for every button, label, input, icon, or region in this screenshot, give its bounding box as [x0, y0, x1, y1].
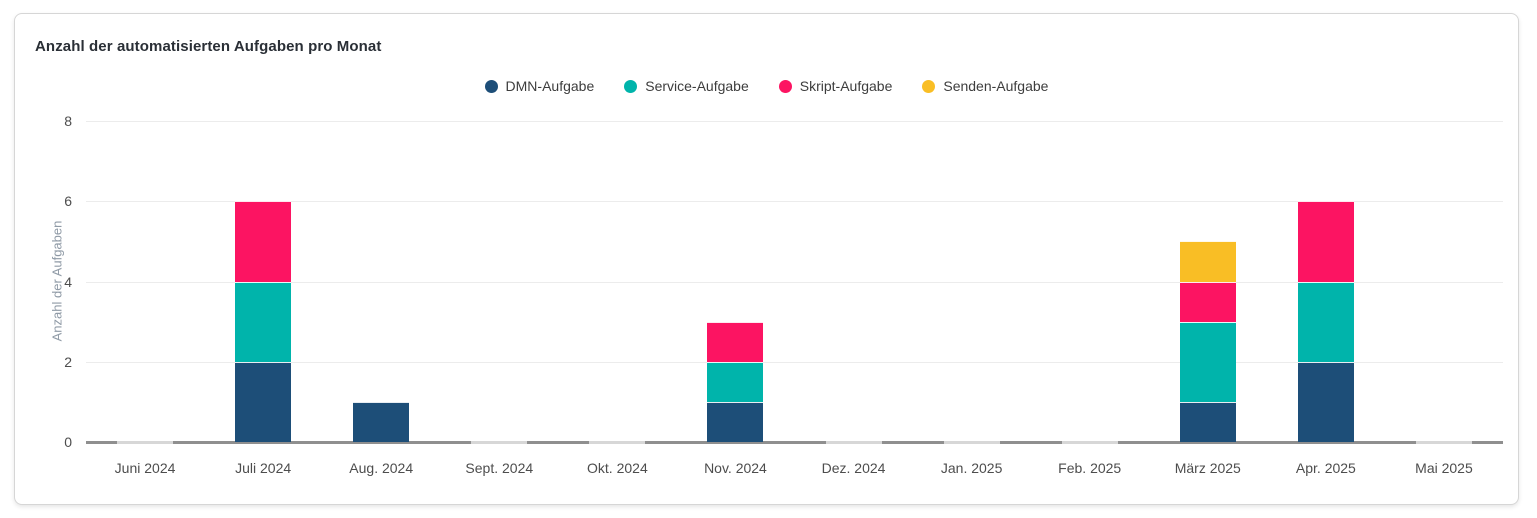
legend-item-dmn-aufgabe[interactable]: DMN-Aufgabe	[484, 78, 595, 94]
x-axis-labels: Juni 2024 Juli 2024 Aug. 2024 Sept. 2024 Okt…	[86, 460, 1503, 478]
x-tick-label-mai-2025: Mai 2025	[1415, 460, 1473, 476]
x-tick-label-jan-2025: Jan. 2025	[940, 460, 1003, 476]
bar-stack-juli-2024	[235, 201, 292, 442]
bar-segment-dmn-aufgabe[interactable]	[1179, 401, 1236, 442]
y-tick-label-0: 0	[64, 434, 72, 450]
zero-value-bar	[471, 441, 528, 444]
bar-segment-senden-aufgabe[interactable]	[1179, 241, 1236, 282]
bar-segment-skript-aufgabe[interactable]	[1179, 281, 1236, 322]
gridline-y-2	[86, 361, 1503, 363]
bar-stack-nov-2024	[707, 321, 764, 442]
bar-segment-service-aufgabe[interactable]	[1297, 281, 1354, 362]
x-tick-label-nov-2024: Nov. 2024	[704, 460, 767, 476]
gridline-y-6	[86, 201, 1503, 203]
zero-value-bar	[1415, 441, 1472, 444]
chart-legend: DMN-Aufgabe Service-Aufgabe Skript-Aufgabe…	[15, 76, 1518, 96]
plot-area: 0 2 4 6 8	[64, 113, 1503, 450]
bar-segment-dmn-aufgabe[interactable]	[707, 401, 764, 442]
y-tick-label-2: 2	[64, 353, 72, 370]
legend-item-skript-aufgabe[interactable]: Skript-Aufgabe	[778, 78, 893, 94]
gridline-y-4	[86, 281, 1503, 283]
legend-dot-icon	[484, 79, 498, 93]
x-tick-label-sept-2024: Sept. 2024	[465, 460, 534, 476]
chart-title: Anzahl der automatisierten Aufgaben pro …	[35, 38, 382, 55]
legend-label: Service-Aufgabe	[645, 78, 749, 94]
bar-segment-dmn-aufgabe[interactable]	[235, 361, 292, 442]
bar-segment-service-aufgabe[interactable]	[707, 361, 764, 402]
bar-stack-apr-2025	[1297, 201, 1354, 442]
gridline-y-8	[86, 121, 1503, 122]
chart-card: Anzahl der automatisierten Aufgaben pro …	[14, 13, 1519, 505]
bar-segment-service-aufgabe[interactable]	[235, 281, 292, 362]
bar-segment-service-aufgabe[interactable]	[1179, 321, 1236, 402]
bar-stack-aug-2024	[353, 401, 410, 442]
x-tick-label-feb-2025: Feb. 2025	[1058, 460, 1122, 476]
bar-segment-dmn-aufgabe[interactable]	[353, 401, 410, 442]
x-tick-label-m-rz-2025: März 2025	[1174, 460, 1241, 476]
bar-stack-m-rz-2025	[1179, 241, 1236, 442]
y-tick-label-4: 4	[64, 273, 72, 290]
legend-item-service-aufgabe[interactable]: Service-Aufgabe	[624, 78, 749, 94]
bar-segment-skript-aufgabe[interactable]	[1297, 201, 1354, 282]
zero-value-bar	[117, 441, 174, 444]
zero-value-bar	[825, 441, 882, 444]
x-axis-line	[86, 441, 1503, 444]
zero-value-bar	[589, 441, 646, 444]
x-tick-label-dez-2024: Dez. 2024	[821, 460, 886, 476]
legend-label: Senden-Aufgabe	[943, 78, 1049, 94]
zero-value-bar	[943, 441, 1000, 444]
x-tick-label-juli-2024: Juli 2024	[235, 460, 292, 476]
legend-label: DMN-Aufgabe	[505, 78, 595, 94]
x-tick-label-apr-2025: Apr. 2025	[1295, 460, 1356, 476]
legend-dot-icon	[922, 79, 936, 93]
bar-segment-skript-aufgabe[interactable]	[235, 201, 292, 282]
y-tick-label-6: 6	[64, 193, 72, 210]
x-tick-label-aug-2024: Aug. 2024	[349, 460, 414, 476]
legend-dot-icon	[778, 79, 792, 93]
y-tick-label-8: 8	[64, 113, 72, 129]
bar-segment-skript-aufgabe[interactable]	[707, 321, 764, 362]
x-tick-label-okt-2024: Okt. 2024	[587, 460, 648, 476]
x-tick-label-juni-2024: Juni 2024	[114, 460, 176, 476]
legend-label: Skript-Aufgabe	[799, 78, 893, 94]
zero-value-bar	[1061, 441, 1118, 444]
legend-item-senden-aufgabe[interactable]: Senden-Aufgabe	[922, 78, 1048, 94]
bar-segment-dmn-aufgabe[interactable]	[1297, 361, 1354, 442]
legend-dot-icon	[624, 79, 638, 93]
